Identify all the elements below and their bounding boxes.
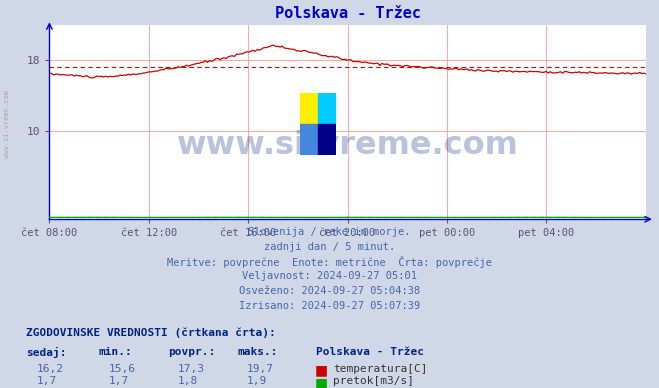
Text: povpr.:: povpr.: (168, 347, 215, 357)
Text: sedaj:: sedaj: (26, 347, 67, 358)
Text: 19,7: 19,7 (247, 364, 274, 374)
Text: ■: ■ (314, 364, 328, 378)
Text: Izrisano: 2024-09-27 05:07:39: Izrisano: 2024-09-27 05:07:39 (239, 301, 420, 311)
Text: Osveženo: 2024-09-27 05:04:38: Osveženo: 2024-09-27 05:04:38 (239, 286, 420, 296)
Text: 16,2: 16,2 (36, 364, 63, 374)
Text: 1,7: 1,7 (109, 376, 129, 386)
Bar (318, 124, 336, 155)
Text: zadnji dan / 5 minut.: zadnji dan / 5 minut. (264, 242, 395, 252)
Bar (300, 93, 318, 124)
Text: ZGODOVINSKE VREDNOSTI (črtkana črta):: ZGODOVINSKE VREDNOSTI (črtkana črta): (26, 328, 276, 338)
Text: www.si-vreme.com: www.si-vreme.com (177, 130, 519, 161)
Text: 1,7: 1,7 (36, 376, 57, 386)
Bar (300, 124, 318, 155)
Title: Polskava - Tržec: Polskava - Tržec (275, 6, 420, 21)
Text: 15,6: 15,6 (109, 364, 136, 374)
Text: min.:: min.: (99, 347, 132, 357)
Bar (318, 93, 336, 124)
Text: 1,8: 1,8 (178, 376, 198, 386)
Text: maks.:: maks.: (237, 347, 277, 357)
Text: temperatura[C]: temperatura[C] (333, 364, 427, 374)
Text: Slovenija / reke in morje.: Slovenija / reke in morje. (248, 227, 411, 237)
Text: Polskava - Tržec: Polskava - Tržec (316, 347, 424, 357)
Text: 1,9: 1,9 (247, 376, 268, 386)
Text: Meritve: povprečne  Enote: metrične  Črta: povprečje: Meritve: povprečne Enote: metrične Črta:… (167, 256, 492, 268)
Text: pretok[m3/s]: pretok[m3/s] (333, 376, 414, 386)
Text: 17,3: 17,3 (178, 364, 205, 374)
Text: ■: ■ (314, 376, 328, 388)
Text: Veljavnost: 2024-09-27 05:01: Veljavnost: 2024-09-27 05:01 (242, 271, 417, 281)
Text: www.si-vreme.com: www.si-vreme.com (3, 90, 10, 158)
